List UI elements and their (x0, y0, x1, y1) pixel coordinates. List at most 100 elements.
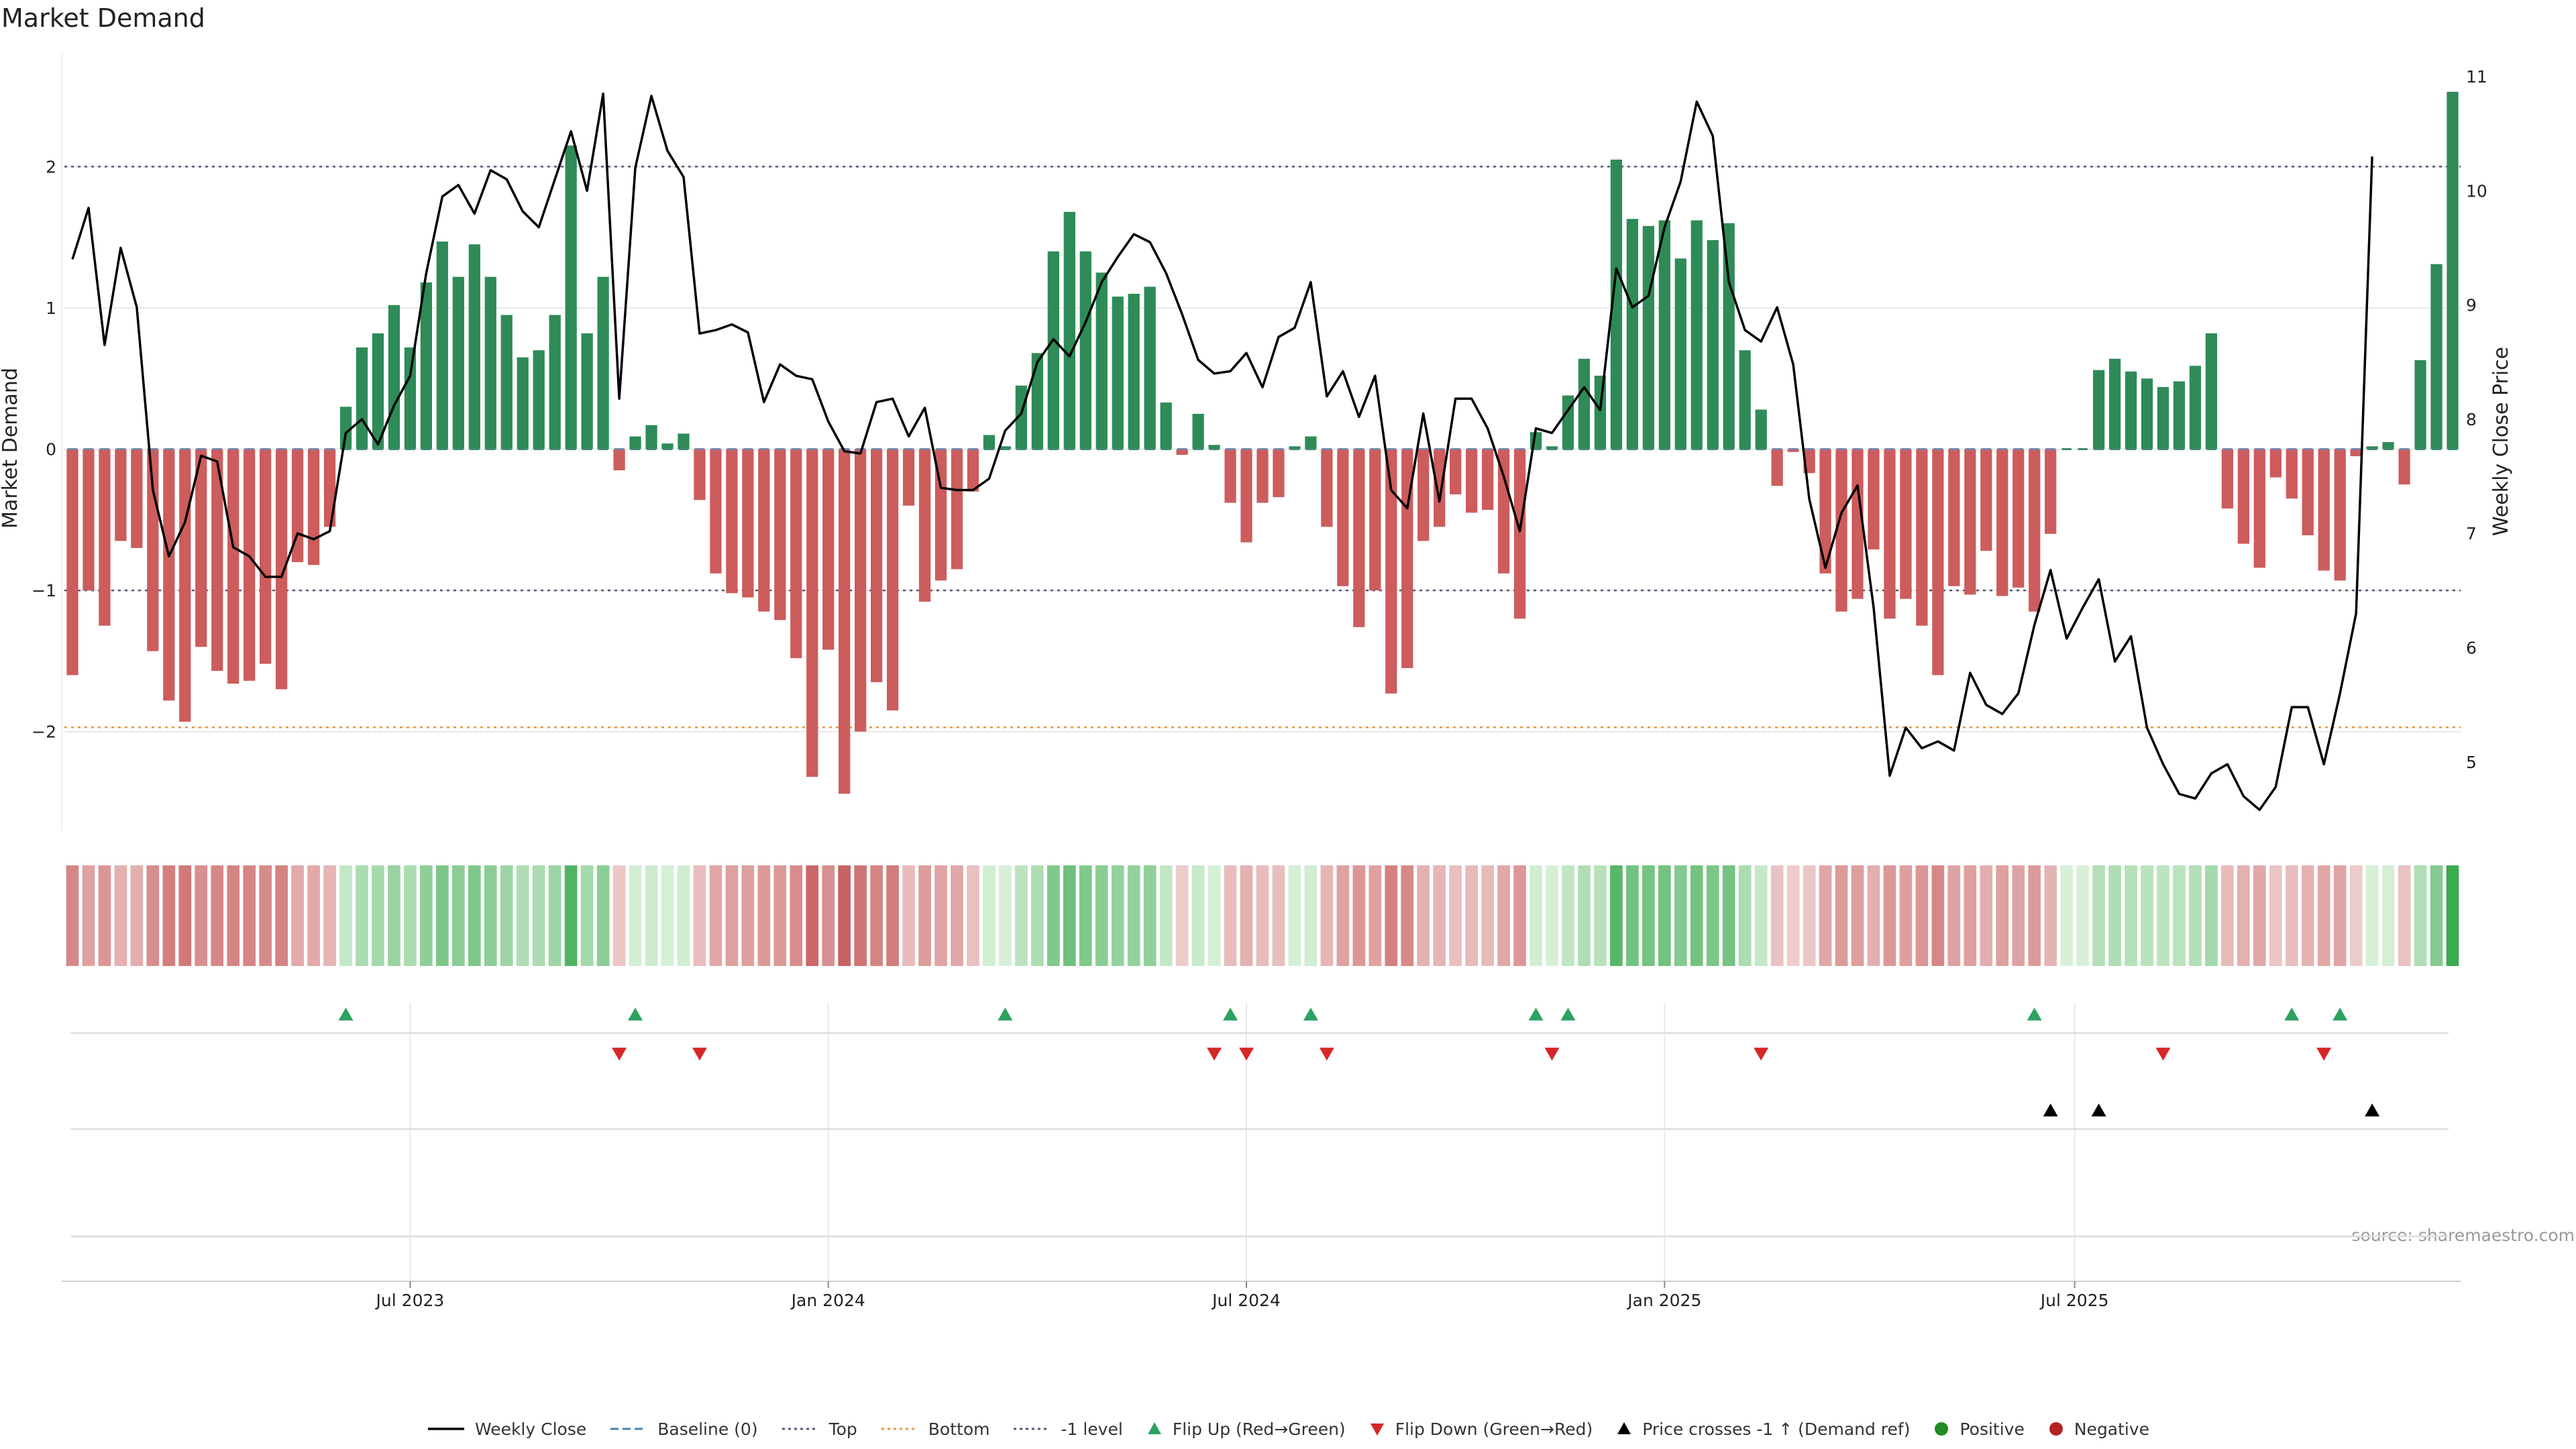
heat-cell (1626, 865, 1639, 966)
heat-cell (436, 865, 449, 966)
demand-bar (260, 449, 272, 664)
demand-bar (2398, 449, 2410, 485)
demand-bar (1868, 449, 1880, 550)
demand-bar (902, 449, 915, 506)
heat-cell (1803, 865, 1816, 966)
heat-cell (516, 865, 529, 966)
heat-cell (854, 865, 867, 966)
demand-bar (694, 449, 706, 500)
demand-bar (533, 350, 545, 449)
legend-swatch (1014, 1428, 1051, 1430)
demand-bars (66, 91, 2459, 794)
flip-down-marker (1754, 1047, 1769, 1061)
demand-bar (918, 449, 931, 602)
demand-bar (1466, 449, 1478, 513)
demand-bar (597, 276, 609, 449)
weekly-close-line (71, 92, 2373, 812)
heat-cell (275, 865, 288, 966)
source-note: source: sharemaestro.com (2352, 1226, 2575, 1245)
heat-cell (1304, 865, 1318, 966)
heat-cell (725, 865, 739, 966)
heat-cell (2301, 865, 2314, 966)
demand-bar (388, 305, 400, 449)
demand-bar (1723, 223, 1735, 449)
heat-cell (1610, 865, 1623, 966)
flip-up-marker (1528, 1008, 1544, 1021)
heat-cell (1079, 865, 1092, 966)
y-tick-label: 2 (46, 157, 56, 176)
y2-tick-label: 8 (2466, 410, 2477, 429)
demand-bar (2286, 449, 2298, 499)
demand-bar (1031, 353, 1044, 449)
legend-swatch (782, 1428, 818, 1430)
weekly-close-path (71, 92, 2373, 812)
heat-cell (2092, 865, 2105, 966)
demand-bar (565, 145, 577, 449)
legend-label: Flip Down (Green→Red) (1395, 1419, 1593, 1439)
demand-bar (66, 449, 78, 676)
demand-bar (484, 276, 496, 449)
demand-bar (581, 333, 593, 449)
heat-cell (1175, 865, 1189, 966)
flip-up-marker (338, 1008, 354, 1021)
heat-cell (451, 865, 465, 966)
heat-cell (1111, 865, 1124, 966)
heat-cell (227, 865, 240, 966)
demand-bar (1771, 449, 1783, 486)
flip-up-marker (2284, 1008, 2300, 1021)
demand-bar (999, 446, 1012, 449)
demand-bar (645, 425, 657, 449)
heat-cell (806, 865, 819, 966)
y2-axis-label: Weekly Close Price (2489, 347, 2513, 536)
demand-bar (1047, 251, 1059, 449)
demand-bar (1707, 239, 1719, 449)
demand-bar (1369, 449, 1381, 591)
heat-cell (1272, 865, 1285, 966)
heat-cell (1336, 865, 1350, 966)
demand-bar (452, 276, 464, 449)
demand-bar (1610, 159, 1623, 449)
chart-title: Market Demand (1, 3, 205, 33)
demand-bar (2447, 91, 2459, 449)
demand-bar (1289, 446, 1301, 449)
heat-cell (259, 865, 272, 966)
heat-cell (500, 865, 513, 966)
heat-cell (1642, 865, 1655, 966)
demand-bar (2253, 449, 2265, 568)
heat-cell (1063, 865, 1076, 966)
demand-bar (839, 449, 851, 794)
demand-bar (1546, 446, 1558, 449)
demand-bar (115, 449, 127, 541)
heat-cell (1883, 865, 1896, 966)
heat-cell (661, 865, 674, 966)
legend-item: Baseline (0) (609, 1419, 758, 1439)
heat-cell (356, 865, 368, 966)
legend-swatch (881, 1428, 918, 1430)
heat-cell (1143, 865, 1157, 966)
demand-bar (1948, 449, 1960, 586)
legend-swatch (610, 1428, 647, 1430)
demand-bar (1642, 225, 1654, 449)
flip-down-marker (612, 1047, 627, 1061)
heat-cell (1594, 865, 1607, 966)
demand-bar (1932, 449, 1944, 676)
heat-cell (1288, 865, 1301, 966)
heat-cell (146, 865, 160, 966)
legend-item: Flip Up (Red→Green) (1146, 1419, 1346, 1439)
demand-bar (1964, 449, 1976, 595)
price-cross-marker (2043, 1104, 2058, 1117)
heat-cell (1240, 865, 1253, 966)
heat-cell (2044, 865, 2057, 966)
heat-cell (934, 865, 947, 966)
demand-bar (131, 449, 143, 548)
demand-bar (1208, 445, 1220, 449)
heat-cell (1368, 865, 1382, 966)
heat-cell (484, 865, 497, 966)
heat-cell (1754, 865, 1768, 966)
demand-bar (227, 449, 239, 684)
demand-bar (855, 449, 867, 732)
heat-cell (339, 865, 352, 966)
demand-bar (790, 449, 802, 659)
heat-cell (1159, 865, 1173, 966)
heat-cell (1947, 865, 1961, 966)
